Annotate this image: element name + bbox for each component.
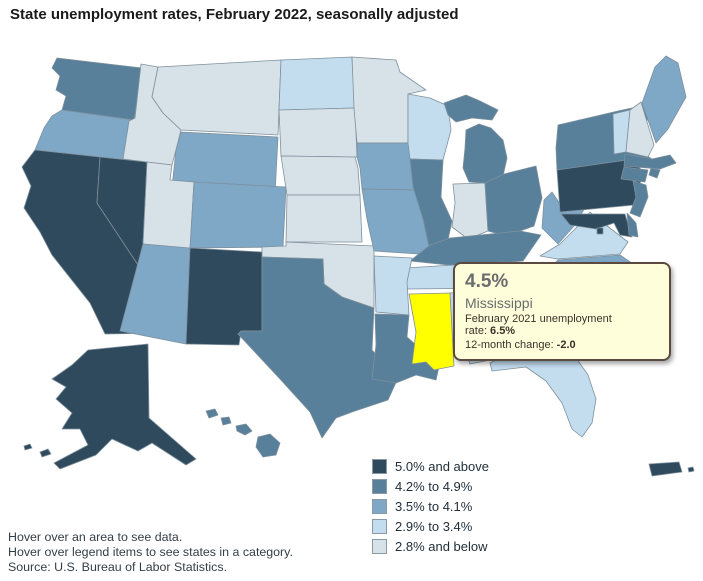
tooltip-state-name: Mississippi [465, 295, 533, 311]
footer-note-hover-area: Hover over an area to see data. [8, 530, 183, 544]
state-district-of-columbia[interactable] [596, 227, 604, 235]
territory-puerto-rico-islet[interactable] [687, 466, 695, 473]
state-new-hampshire[interactable] [625, 101, 655, 158]
legend-label-cat1: 2.8% and below [395, 538, 488, 554]
tooltip-12-month-change: 12-month change: -2.0 [465, 339, 576, 351]
state-data-tooltip: 4.5% Mississippi February 2021 unemploym… [453, 262, 671, 361]
state-mississippi[interactable] [408, 292, 455, 371]
state-south-dakota[interactable] [278, 107, 358, 158]
map-legend: 5.0% and above 4.2% to 4.9% 3.5% to 4.1% 2.… [372, 456, 489, 556]
tooltip-prior-year-rate: February 2021 unemployment rate: 6.5% [465, 313, 612, 337]
state-connecticut[interactable] [620, 166, 649, 183]
footer-source: Source: U.S. Bureau of Labor Statistics. [8, 560, 228, 574]
legend-item-cat2[interactable]: 2.9% to 3.4% [372, 516, 489, 536]
page-title: State unemployment rates, February 2022,… [10, 6, 459, 23]
legend-label-cat2: 2.9% to 3.4% [395, 518, 473, 534]
legend-label-cat4: 4.2% to 4.9% [395, 478, 473, 494]
state-new-mexico[interactable] [185, 247, 263, 346]
state-ohio[interactable] [484, 165, 543, 237]
legend-label-cat3: 3.5% to 4.1% [395, 498, 473, 514]
legend-swatch-cat1[interactable] [372, 538, 387, 554]
state-texas[interactable] [237, 256, 399, 439]
footer-note-hover-legend: Hover over legend items to see states in… [8, 545, 293, 559]
legend-swatch-cat3[interactable] [372, 498, 387, 514]
legend-swatch-cat2[interactable] [372, 518, 387, 534]
legend-item-cat3[interactable]: 3.5% to 4.1% [372, 496, 489, 516]
state-arkansas[interactable] [373, 255, 413, 316]
state-massachusetts[interactable] [623, 153, 677, 170]
state-hawaii-maui[interactable] [235, 423, 253, 436]
legend-swatch-cat5[interactable] [372, 458, 387, 474]
legend-swatch-cat4[interactable] [372, 478, 387, 494]
state-alaska-aleutian-island[interactable] [39, 448, 52, 458]
state-michigan[interactable] [462, 123, 508, 185]
state-hawaii-kauai[interactable] [205, 408, 219, 419]
state-hawaii-oahu[interactable] [220, 416, 232, 426]
legend-label-cat5: 5.0% and above [395, 458, 489, 474]
state-nebraska[interactable] [280, 155, 361, 196]
legend-item-cat1[interactable]: 2.8% and below [372, 536, 489, 556]
state-louisiana[interactable] [371, 313, 441, 384]
state-kansas[interactable] [285, 194, 363, 243]
state-rhode-island[interactable] [648, 167, 661, 179]
state-maine[interactable] [641, 55, 687, 144]
tooltip-rate-value: 4.5% [465, 271, 509, 292]
state-hawaii-big-island[interactable] [255, 433, 281, 458]
state-florida[interactable] [489, 349, 597, 438]
state-maryland[interactable] [560, 213, 633, 238]
state-indiana[interactable] [451, 182, 489, 240]
legend-item-cat5[interactable]: 5.0% and above [372, 456, 489, 476]
state-michigan-upper-peninsula[interactable] [443, 94, 499, 123]
state-wisconsin[interactable] [407, 93, 452, 161]
state-new-jersey[interactable] [629, 180, 649, 218]
state-north-dakota[interactable] [278, 56, 356, 111]
state-colorado[interactable] [189, 181, 287, 249]
territory-puerto-rico[interactable] [648, 461, 683, 477]
state-alaska-aleutian-island[interactable] [23, 443, 33, 451]
legend-item-cat4[interactable]: 4.2% to 4.9% [372, 476, 489, 496]
footer-notes: Hover over an area to see data. Hover ov… [8, 530, 293, 575]
state-delaware[interactable] [626, 212, 639, 238]
state-alaska[interactable] [51, 343, 197, 470]
